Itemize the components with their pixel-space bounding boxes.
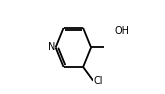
Text: OH: OH bbox=[115, 26, 130, 36]
Text: N: N bbox=[48, 42, 55, 52]
Text: Cl: Cl bbox=[94, 76, 103, 86]
